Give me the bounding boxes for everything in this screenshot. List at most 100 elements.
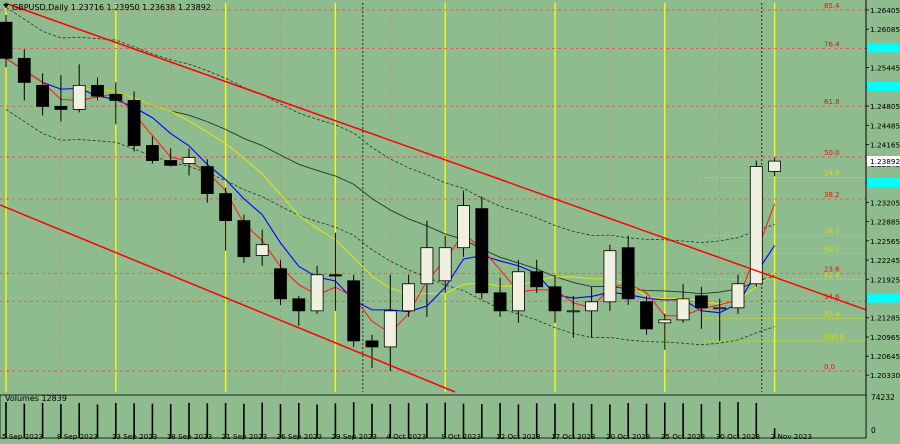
- price-tick-label: 1.24805: [870, 102, 900, 111]
- bull-candle: [585, 301, 598, 312]
- channel-lower-line: [0, 204, 456, 393]
- date-tick-label: 30 Oct 2023: [716, 432, 760, 440]
- date-tick-label: 17 Oct 2023: [551, 432, 595, 440]
- volume-max-label: 74232: [871, 393, 895, 402]
- date-tick-label: 21 Sep 2023: [222, 432, 268, 440]
- fib-level-label: 76.4: [824, 40, 840, 48]
- bear-candle: [475, 208, 489, 294]
- date-tick-label: 2 Nov 2023: [771, 432, 812, 440]
- date-tick-label: 29 Sep 2023: [331, 432, 377, 440]
- bull-candle: [438, 247, 452, 282]
- bear-candle: [292, 298, 306, 312]
- price-tag-marker: [867, 293, 900, 303]
- bear-candle: [164, 160, 178, 166]
- bull-candle: [731, 283, 745, 309]
- price-tag-marker: [867, 178, 900, 188]
- price-axis: 1.264051.260851.257651.254451.251251.248…: [865, 0, 900, 440]
- bear-candle: [145, 145, 159, 161]
- bear-candle: [530, 271, 544, 288]
- price-tick-label: 1.20645: [870, 352, 900, 361]
- bear-candle: [274, 268, 287, 300]
- bear-candle: [219, 193, 233, 222]
- date-tick-label: 4 Oct 2023: [386, 432, 426, 440]
- chart-title: GBPUSD,Daily 1.23716 1.23950 1.23638 1.2…: [12, 3, 211, 12]
- bear-candle: [91, 84, 104, 97]
- bear-candle: [621, 247, 635, 300]
- fib-retrace-label: 50.0: [824, 245, 840, 253]
- price-tick-label: 1.25445: [870, 64, 900, 73]
- bear-candle: [0, 21, 13, 59]
- bull-candle: [182, 157, 196, 164]
- volume-panel: 5 Sep 2023 8 Sep 2023 13 Sep 2023 18 Sep 20…: [0, 394, 867, 441]
- chart-menu-icon[interactable]: [3, 4, 9, 8]
- bear-candle: [365, 340, 379, 348]
- bear-candle: [493, 292, 507, 312]
- bull-candle: [420, 247, 434, 285]
- date-tick-label: 8 Sep 2023: [57, 432, 98, 440]
- fib-level-label: 61.8: [824, 98, 840, 106]
- price-tag-marker: [867, 43, 900, 53]
- price-tick-label: 1.21285: [870, 314, 900, 323]
- bull-candle: [603, 250, 617, 303]
- bear-candle: [695, 295, 708, 309]
- date-tick-label: 5 Sep 2023: [2, 432, 43, 440]
- bull-candle: [658, 319, 672, 324]
- bull-candle: [676, 298, 690, 321]
- bull-candle: [310, 274, 324, 312]
- price-axis-background: [866, 0, 900, 440]
- fib-retrace-label: 85.4: [824, 311, 840, 319]
- current-price-label: 1.23892: [870, 157, 900, 166]
- price-tick-label: 1.20330: [870, 371, 900, 380]
- price-tick-label: 1.22565: [870, 237, 900, 246]
- bull-candle: [383, 310, 397, 348]
- bull-candle: [402, 283, 416, 312]
- price-tick-label: 1.21925: [870, 275, 900, 284]
- volume-min-label: 0: [871, 426, 876, 435]
- fib-level-label: 0.0: [824, 363, 835, 371]
- bull-candle: [512, 271, 525, 312]
- bull-candle: [566, 310, 580, 313]
- bollinger-upper-line: [5, 6, 775, 243]
- fib-level-label: 85.4: [824, 2, 840, 10]
- date-tick-label: 13 Sep 2023: [112, 432, 158, 440]
- price-tick-label: 1.26405: [870, 6, 900, 15]
- fib-level-label: 50.0: [824, 149, 840, 157]
- volume-label: Volumes 12839: [5, 394, 67, 403]
- grid-layer: 85.476.461.850.038.223.614.60.014.638.25…: [0, 2, 866, 392]
- bull-candle: [72, 84, 86, 110]
- bull-candle: [255, 244, 269, 256]
- bear-candle: [347, 280, 361, 342]
- fib-level-label: 38.2: [824, 191, 840, 199]
- price-tick-label: 1.23205: [870, 198, 900, 207]
- date-tick-label: 12 Oct 2023: [496, 432, 540, 440]
- bull-candle: [457, 205, 470, 249]
- fib-retrace-label: 100.0: [824, 333, 844, 341]
- fib-level-label: 23.6: [824, 265, 840, 273]
- date-tick-label: 26 Sep 2023: [277, 432, 323, 440]
- bear-candle: [17, 57, 31, 83]
- bear-candle: [548, 286, 562, 312]
- fib-retrace-label: 14.6: [824, 169, 840, 177]
- price-tag-marker: [867, 81, 900, 91]
- bear-candle: [200, 166, 214, 194]
- date-tick-label: 25 Oct 2023: [661, 432, 705, 440]
- bull-candle: [768, 160, 781, 172]
- price-tick-label: 1.22245: [870, 256, 900, 265]
- bear-candle: [640, 301, 653, 330]
- bear-candle: [237, 220, 251, 258]
- overlays: [0, 2, 867, 393]
- channel-upper-line: [4, 2, 867, 311]
- bull-candle: [749, 166, 763, 285]
- price-tick-label: 1.22885: [870, 218, 900, 227]
- date-tick-label: 18 Sep 2023: [167, 432, 213, 440]
- price-tick-label: 1.24165: [870, 141, 900, 150]
- price-tick-label: 1.20965: [870, 333, 900, 342]
- fib-retrace-label: 38.2: [824, 228, 840, 236]
- date-tick-label: 20 Oct 2023: [606, 432, 650, 440]
- volume-panel-frame: [0, 394, 867, 439]
- bear-candle: [328, 274, 342, 277]
- candles: [0, 15, 781, 371]
